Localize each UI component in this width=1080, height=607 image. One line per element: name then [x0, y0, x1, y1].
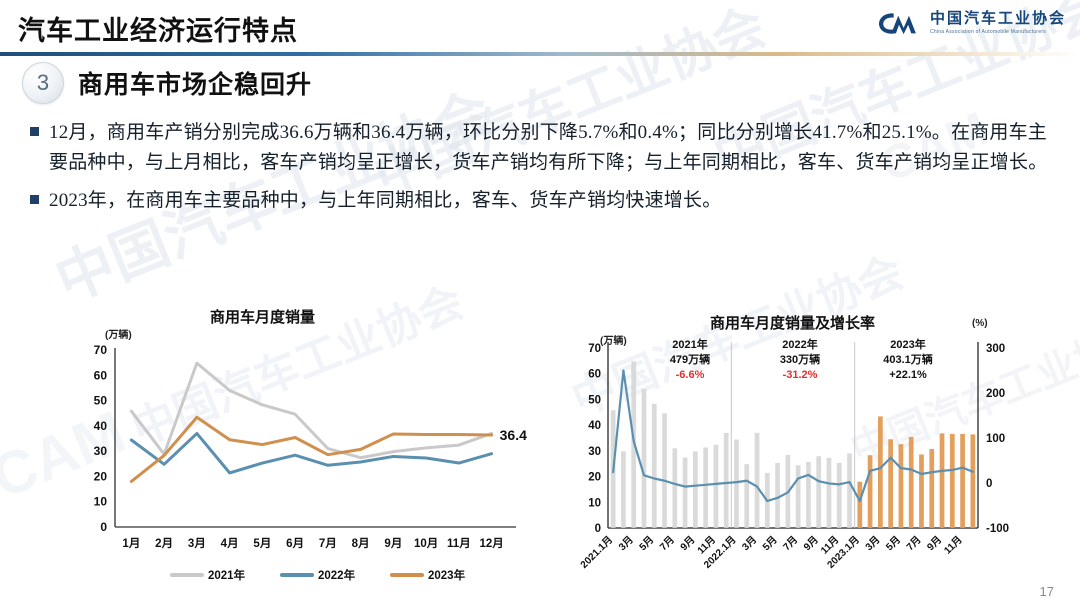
bullet-text: 12月，商用车产销分别完成36.6万辆和36.4万辆，环比分别下降5.7%和0.…	[49, 122, 1048, 174]
chart-title: 商用车月度销量	[210, 309, 316, 326]
page-title: 汽车工业经济运行特点	[18, 16, 298, 46]
svg-text:0: 0	[986, 478, 992, 490]
annotation-year: 2022年	[782, 339, 818, 351]
svg-text:50: 50	[94, 394, 108, 408]
svg-text:70: 70	[588, 343, 601, 355]
svg-text:9月: 9月	[384, 537, 402, 550]
svg-text:5月: 5月	[253, 537, 271, 550]
svg-text:10: 10	[588, 497, 601, 509]
year-summary-annotation: 2022年 330万辆 -31.2%	[740, 338, 860, 383]
svg-text:10: 10	[94, 495, 108, 509]
svg-text:20: 20	[588, 472, 601, 484]
section-heading: 3 商用车市场企稳回升	[22, 62, 312, 104]
y-axis-unit-label: (万辆)	[105, 330, 132, 341]
annotation-total: 479万辆	[669, 353, 711, 366]
svg-text:1月: 1月	[122, 537, 140, 550]
header-divider	[0, 52, 1080, 56]
annotation-total: 403.1万辆	[883, 353, 933, 366]
bullet-square-icon	[30, 195, 39, 205]
annotation-percent: +22.1%	[889, 368, 927, 381]
chart-canvas: 0 10 20 30 40 50 60 70 1月 2月 3月 4月 5月 6月 7月 8月 9月 10月 11月 1…	[94, 343, 527, 582]
svg-text:2月: 2月	[155, 537, 173, 550]
svg-text:70: 70	[94, 343, 108, 357]
svg-text:7月: 7月	[781, 534, 800, 553]
svg-text:100: 100	[986, 433, 1005, 445]
svg-text:2023年: 2023年	[428, 568, 466, 582]
year-summary-annotation: 2021年 479万辆 -6.6%	[630, 338, 750, 383]
svg-text:5月: 5月	[637, 534, 656, 553]
chart-title: 商用车月度销量及增长率	[710, 315, 876, 332]
svg-text:4月: 4月	[221, 537, 239, 550]
annotation-year: 2021年	[672, 339, 708, 351]
svg-text:9月: 9月	[801, 534, 820, 553]
section-title: 商用车市场企稳回升	[78, 71, 313, 99]
svg-text:200: 200	[986, 388, 1005, 400]
bullet-list: 12月，商用车产销分别完成36.6万辆和36.4万辆，环比分别下降5.7%和0.…	[30, 118, 1050, 224]
svg-text:40: 40	[588, 420, 601, 432]
svg-text:60: 60	[588, 369, 601, 381]
svg-text:9月: 9月	[678, 534, 697, 553]
monthly-sales-chart: 商用车月度销量 (万辆) 0 10 20 30 40 50 60 70 1月 2月 3月 4月 5月 6月…	[60, 300, 540, 600]
annotation-year: 2023年	[890, 339, 926, 351]
svg-text:3月: 3月	[740, 534, 759, 553]
svg-text:10月: 10月	[414, 537, 438, 550]
svg-text:3月: 3月	[188, 537, 206, 550]
svg-text:5月: 5月	[760, 534, 779, 553]
organization-logo: 中国汽车工业协会 China Association of Automobile…	[876, 8, 1066, 38]
svg-text:-100: -100	[986, 523, 1009, 535]
page-header: 汽车工业经济运行特点 中国汽车工业协会 China Association of…	[0, 0, 1080, 56]
svg-text:5月: 5月	[884, 534, 903, 553]
svg-text:2022年: 2022年	[318, 568, 356, 582]
cam-logo-icon	[878, 13, 916, 35]
svg-text:36.4: 36.4	[500, 427, 527, 443]
svg-text:2021年: 2021年	[208, 568, 246, 582]
monthly-sales-growth-chart: 商用车月度销量及增长率 (万辆) (%) 0 10 20 30 40 50 60 70 -100…	[560, 310, 1060, 600]
svg-text:30: 30	[94, 444, 108, 458]
svg-text:8月: 8月	[352, 537, 370, 550]
svg-text:30: 30	[588, 446, 601, 458]
section-number-badge: 3	[22, 62, 64, 104]
svg-text:12月: 12月	[479, 537, 503, 550]
svg-text:0: 0	[100, 520, 107, 534]
svg-text:0: 0	[595, 523, 601, 535]
svg-text:9月: 9月	[925, 534, 944, 553]
left-axis-unit-label: (万辆)	[600, 336, 627, 347]
bullet-square-icon	[30, 127, 39, 136]
svg-text:3月: 3月	[616, 534, 635, 553]
svg-text:300: 300	[986, 343, 1005, 355]
page-number: 17	[1039, 584, 1054, 599]
bullet-text: 2023年，在商用车主要品种中，与上年同期相比，客车、货车产销均快速增长。	[49, 190, 722, 212]
svg-text:50: 50	[588, 394, 601, 406]
svg-text:60: 60	[94, 368, 108, 382]
logo-english-name: China Association of Automobile Manufact…	[929, 28, 1047, 35]
svg-text:6月: 6月	[286, 537, 304, 550]
list-item: 12月，商用车产销分别完成36.6万辆和36.4万辆，环比分别下降5.7%和0.…	[30, 118, 1050, 178]
svg-text:2021.1月: 2021.1月	[578, 534, 615, 571]
annotation-total: 330万辆	[779, 353, 821, 366]
year-summary-annotation: 2023年 403.1万辆 +22.1%	[848, 338, 968, 383]
svg-text:11月: 11月	[447, 537, 471, 550]
annotation-percent: -6.6%	[675, 368, 705, 381]
svg-text:40: 40	[94, 419, 108, 433]
svg-text:7月: 7月	[319, 537, 337, 550]
logo-chinese-name: 中国汽车工业协会	[929, 10, 1066, 28]
svg-text:11月: 11月	[942, 534, 965, 557]
right-axis-unit-label: (%)	[972, 318, 988, 329]
svg-text:3月: 3月	[863, 534, 882, 553]
list-item: 2023年，在商用车主要品种中，与上年同期相比，客车、货车产销均快速增长。	[30, 186, 1050, 216]
svg-text:20: 20	[94, 469, 108, 483]
annotation-percent: -31.2%	[782, 368, 818, 381]
svg-text:7月: 7月	[904, 534, 923, 553]
svg-text:7月: 7月	[657, 534, 676, 553]
